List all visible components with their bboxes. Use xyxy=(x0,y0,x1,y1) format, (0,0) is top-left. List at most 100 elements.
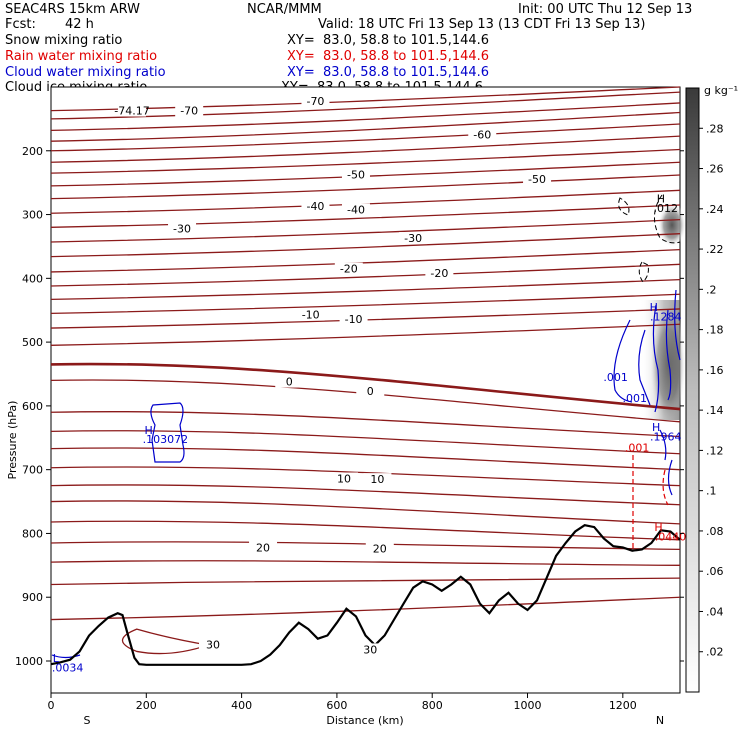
isotherm-line xyxy=(50,500,681,525)
extrema-label: H xyxy=(657,193,665,206)
isotherm-label: -10 xyxy=(345,313,363,326)
isotherm-label: 30 xyxy=(206,638,220,651)
isotherm-line xyxy=(50,541,681,551)
y-tick-label: 800 xyxy=(22,527,43,540)
isotherm-label-bg xyxy=(356,385,385,398)
x-tick-label: 800 xyxy=(422,699,443,712)
x-tick-label: 400 xyxy=(231,699,252,712)
isotherm-label-bg xyxy=(363,473,392,486)
isotherm-label-bg xyxy=(341,168,370,181)
isotherm-label: -50 xyxy=(528,173,546,186)
cloud-water-contour xyxy=(674,289,681,361)
isotherm-label-bg xyxy=(301,94,330,107)
rain-water-contour xyxy=(662,469,669,506)
extrema-label: .0440 xyxy=(655,531,687,544)
extrema-label: .0034 xyxy=(52,661,84,674)
shaded-mixing-ratio xyxy=(640,203,686,425)
isotherm-label: -40 xyxy=(347,203,365,216)
isotherm-line xyxy=(50,520,681,541)
colorbar-tick-label: .12 xyxy=(706,444,724,457)
colorbar-tick-label: .1 xyxy=(706,485,717,498)
field-snow-xy: XY= 83.0, 58.8 to 101.5,144.6 xyxy=(287,33,490,48)
isotherm-line xyxy=(50,379,681,423)
x-tick-label: 200 xyxy=(136,699,157,712)
init-time: Init: 00 UTC Thu 12 Sep 13 xyxy=(518,2,693,17)
isotherm-label-bg xyxy=(468,128,497,141)
colorbar-tick-label: .06 xyxy=(706,565,724,578)
isotherm-contours xyxy=(50,86,681,655)
isotherm-label-bg xyxy=(168,222,197,235)
extrema-label: .001 xyxy=(625,441,650,454)
isotherm-line xyxy=(50,204,681,228)
isotherm-label: 20 xyxy=(256,541,270,554)
forecast-label: Fcst: xyxy=(5,17,36,32)
isotherm-label: -20 xyxy=(340,263,358,276)
cloud-water-contour xyxy=(665,309,672,401)
colorbar-tick-label: .08 xyxy=(706,525,724,538)
colorbar-tick-label: .2 xyxy=(706,283,717,296)
y-tick-label: 500 xyxy=(22,336,43,349)
x-axis: 0 200 400 600 800 1000 1200 xyxy=(48,693,637,712)
extrema-label: .1284 xyxy=(650,311,682,324)
colorbar-tick-label: .16 xyxy=(706,364,724,377)
cloud-ice-contour xyxy=(654,194,681,244)
forecast-hours: 42 h xyxy=(65,17,94,32)
colorbar xyxy=(685,87,700,693)
cloud-ice-contour xyxy=(618,197,630,216)
isotherm-line xyxy=(50,577,681,586)
isotherm-label: -50 xyxy=(347,168,365,181)
north-label: N xyxy=(656,714,664,727)
y-tick-label: 300 xyxy=(22,209,43,222)
isotherm-label: -70 xyxy=(306,95,324,108)
y-axis-label: Pressure (hPa) xyxy=(6,401,19,480)
isotherm-label: 10 xyxy=(370,473,384,486)
isotherm-line xyxy=(50,111,681,142)
extrema-label: L xyxy=(53,652,60,665)
cloud-water-contour xyxy=(659,429,667,461)
colorbar-tick-label: .14 xyxy=(706,404,724,417)
valid-time: Valid: 18 UTC Fri 13 Sep 13 (13 CDT Fri … xyxy=(318,17,646,32)
isotherm-label-bg xyxy=(356,643,385,656)
colorbar-tick-label: .26 xyxy=(706,163,724,176)
organization: NCAR/MMM xyxy=(247,2,322,17)
y-tick-label: 600 xyxy=(22,400,43,413)
colorbar-tick-label: .24 xyxy=(706,203,724,216)
isotherm-label-bg xyxy=(118,104,147,117)
isotherm-line xyxy=(50,91,681,120)
cloud-water-contour xyxy=(150,402,185,463)
extrema-label: H xyxy=(652,421,660,434)
isotherm-line xyxy=(50,263,681,287)
isotherm-label-bg xyxy=(249,541,278,554)
isotherm-label: -30 xyxy=(404,232,422,245)
isotherm-label-bg xyxy=(199,638,228,651)
isotherm-label: -40 xyxy=(306,200,324,213)
isotherm-line xyxy=(50,466,681,487)
isotherm-line xyxy=(50,148,681,174)
colorbar-tick-label: .04 xyxy=(706,605,724,618)
isotherm-line xyxy=(50,410,681,438)
cloud-water-contour xyxy=(652,304,660,413)
isotherm-label: -30 xyxy=(173,223,191,236)
isotherm-label-bg xyxy=(425,267,454,280)
cloud-water-contour xyxy=(51,654,81,659)
isotherm-line xyxy=(50,102,681,132)
cloud-water-contour xyxy=(613,319,633,403)
y-tick-label: 400 xyxy=(22,272,43,285)
extrema-label: H xyxy=(654,521,662,534)
isotherm-label-bg xyxy=(175,104,204,117)
extrema-label: .1964 xyxy=(650,431,682,444)
isotherm-line xyxy=(50,174,681,200)
isotherm-label: 20 xyxy=(373,543,387,556)
field-snow-name: Snow mixing ratio xyxy=(5,33,123,48)
isotherm-line xyxy=(50,430,681,455)
isotherm-label-bg xyxy=(523,172,552,185)
isotherm-label: -20 xyxy=(430,267,448,280)
isotherm-line xyxy=(50,278,681,301)
isotherm-line xyxy=(50,135,681,163)
isotherm-label: 0 xyxy=(286,376,293,389)
colorbar-unit: g kg⁻¹ xyxy=(704,84,738,97)
isotherm-line xyxy=(50,362,681,411)
isotherm-label: 10 xyxy=(337,473,351,486)
